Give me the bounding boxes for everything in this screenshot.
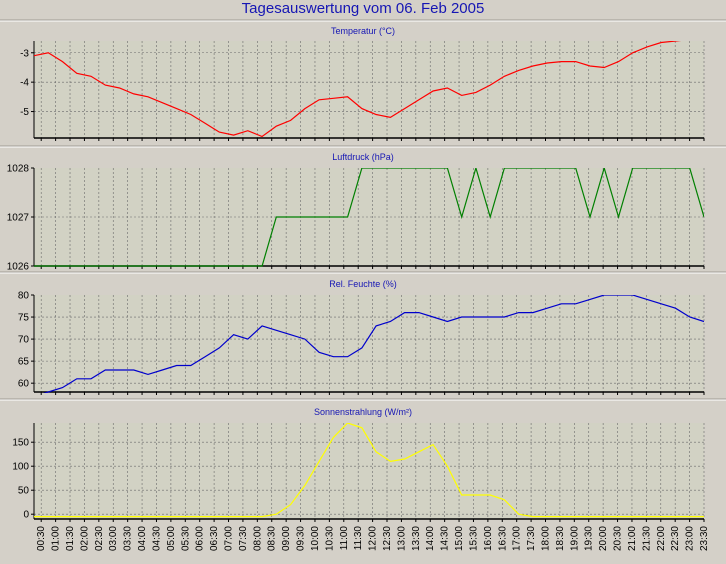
x-tick-label: 14:00 (425, 526, 436, 551)
x-tick-label: 22:00 (656, 526, 667, 551)
x-tick-label: 04:00 (137, 526, 148, 551)
x-tick-label: 05:30 (180, 526, 191, 551)
radiation-vertical-grid (40, 423, 705, 519)
x-tick-label: 07:00 (224, 526, 235, 551)
x-tick-label: 02:30 (94, 526, 105, 551)
temperature-y-tick-label: -5 (20, 107, 29, 118)
humidity-plot-area (34, 295, 704, 392)
x-tick-label: 14:30 (440, 526, 451, 551)
pressure-chart-title: Luftdruck (hPa) (332, 152, 394, 162)
humidity-y-tick-label: 60 (18, 379, 30, 390)
humidity-series-line (43, 295, 704, 393)
radiation-y-tick-label: 100 (12, 462, 29, 473)
pressure-plot-area (34, 168, 704, 266)
x-tick-label: 00:30 (36, 526, 47, 551)
x-tick-label: 06:00 (195, 526, 206, 551)
radiation-chart: Sonnenstrahlung (W/m²) 150 100 50 0 (0, 398, 726, 522)
pressure-y-tick-label: 1026 (7, 262, 30, 273)
x-tick-label: 10:00 (310, 526, 321, 551)
x-tick-label: 18:00 (541, 526, 552, 551)
humidity-y-tick-label: 75 (18, 313, 30, 324)
x-tick-label: 23:00 (685, 526, 696, 551)
humidity-y-tick-label: 65 (18, 357, 30, 368)
x-tick-label: 01:30 (65, 526, 76, 551)
pressure-y-tick-label: 1028 (7, 164, 30, 175)
x-tick-label: 16:30 (497, 526, 508, 551)
x-tick-label: 09:30 (296, 526, 307, 551)
humidity-chart-title: Rel. Feuchte (%) (329, 279, 397, 289)
radiation-y-tick-label: 0 (23, 510, 29, 521)
x-tick-label: 13:00 (396, 526, 407, 551)
pressure-chart: Luftdruck (hPa) 1028 1027 1026 (0, 145, 726, 273)
x-tick-label: 17:30 (526, 526, 537, 551)
x-tick-label: 06:30 (209, 526, 220, 551)
radiation-series-line (34, 423, 704, 518)
x-tick-label: 08:00 (252, 526, 263, 551)
x-tick-label: 23:30 (699, 526, 710, 551)
x-tick-label: 12:30 (382, 526, 393, 551)
x-tick-label: 20:00 (598, 526, 609, 551)
x-tick-label: 16:00 (483, 526, 494, 551)
x-tick-label: 18:30 (555, 526, 566, 551)
radiation-y-tick-label: 50 (18, 486, 30, 497)
radiation-plot-area (34, 423, 704, 519)
x-tick-label: 20:30 (613, 526, 624, 551)
x-tick-label: 19:30 (584, 526, 595, 551)
x-tick-label: 15:00 (454, 526, 465, 551)
x-tick-label: 05:00 (166, 526, 177, 551)
pressure-y-tick-label: 1027 (7, 213, 30, 224)
x-tick-label: 02:00 (79, 526, 90, 551)
humidity-y-tick-label: 70 (18, 335, 30, 346)
x-axis-labels: 00:30 01:00 01:30 02:00 02:30 03:00 03:30 04:00… (36, 526, 710, 551)
humidity-vertical-grid (40, 295, 705, 392)
x-tick-label: 12:00 (368, 526, 379, 551)
temperature-series-line (34, 41, 682, 138)
x-tick-label: 03:00 (108, 526, 119, 551)
temperature-chart: Temperatur (°C) -3 -4 -5 (0, 19, 726, 141)
x-tick-label: 10:30 (324, 526, 335, 551)
radiation-chart-title: Sonnenstrahlung (W/m²) (314, 407, 412, 417)
x-tick-label: 17:00 (512, 526, 523, 551)
x-tick-label: 07:30 (238, 526, 249, 551)
x-tick-label: 21:30 (641, 526, 652, 551)
x-tick-label: 01:00 (51, 526, 62, 551)
x-tick-label: 22:30 (670, 526, 681, 551)
humidity-y-tick-label: 80 (18, 291, 30, 302)
x-tick-label: 19:00 (569, 526, 580, 551)
page-title: Tagesauswertung vom 06. Feb 2005 (241, 0, 485, 17)
x-tick-label: 13:30 (411, 526, 422, 551)
temperature-chart-title: Temperatur (°C) (331, 26, 395, 36)
temperature-y-tick-label: -3 (20, 48, 29, 59)
pressure-series-line (34, 168, 704, 267)
x-tick-label: 04:30 (152, 526, 163, 551)
temperature-vertical-grid (40, 41, 705, 138)
temperature-plot-area (34, 41, 704, 138)
temperature-y-tick-label: -4 (20, 78, 29, 89)
x-tick-label: 08:30 (267, 526, 278, 551)
x-tick-label: 03:30 (123, 526, 134, 551)
x-tick-label: 09:00 (281, 526, 292, 551)
x-tick-label: 11:30 (353, 526, 364, 551)
x-tick-label: 21:00 (627, 526, 638, 551)
humidity-chart: Rel. Feuchte (%) 80 75 70 65 60 (0, 271, 726, 395)
radiation-y-tick-label: 150 (12, 438, 29, 449)
x-tick-label: 15:30 (469, 526, 480, 551)
x-tick-label: 11:00 (339, 526, 350, 551)
